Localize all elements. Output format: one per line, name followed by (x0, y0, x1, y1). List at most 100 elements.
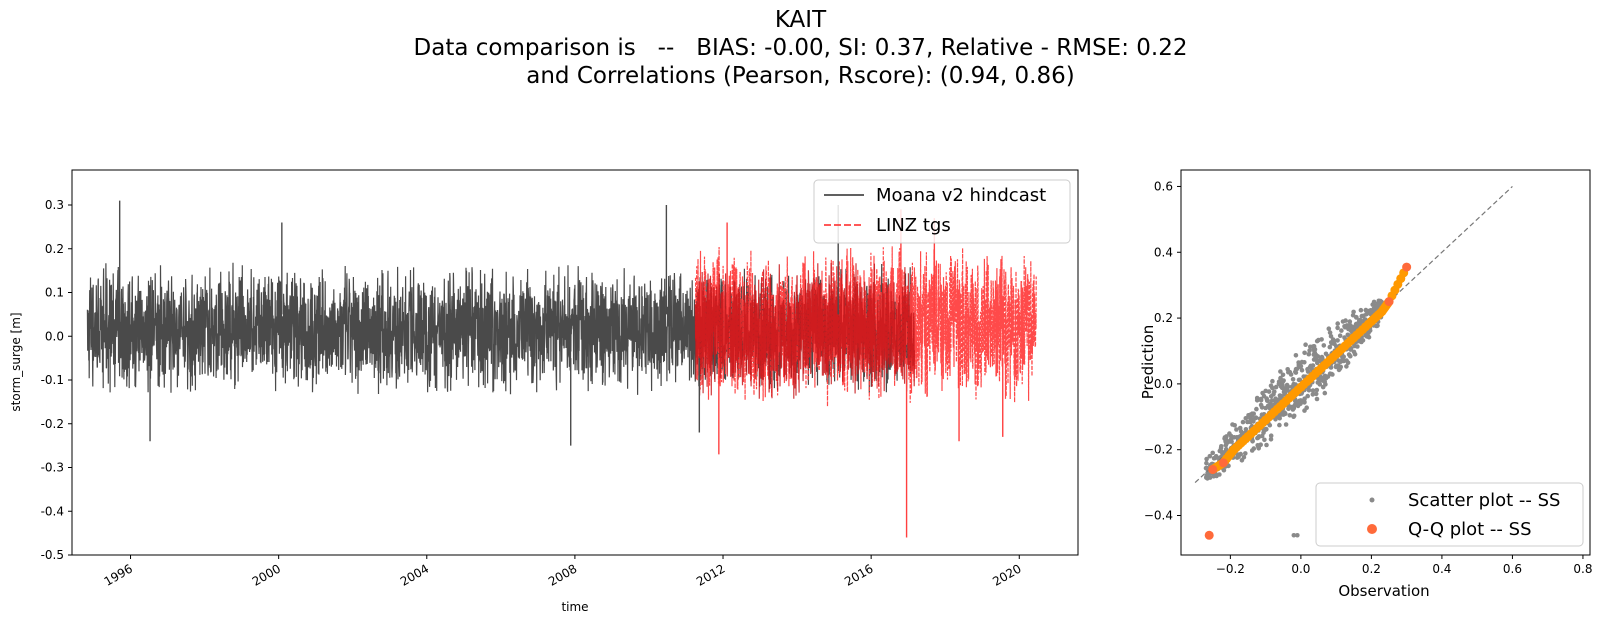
scatter-point (1303, 342, 1308, 348)
timeseries-data (86, 200, 1037, 538)
scatter-point (1279, 385, 1285, 391)
scatter-point (1259, 405, 1265, 410)
scatter-point (1335, 325, 1340, 331)
scatter-point (1270, 385, 1275, 391)
scatter-point (1204, 465, 1210, 471)
qq-point (1349, 333, 1359, 343)
y-tick-label: 0.0 (1154, 377, 1173, 391)
qq-point (1296, 382, 1306, 392)
scatter-y-label: Prediction (1139, 325, 1157, 400)
legend-marker-qq (1367, 524, 1377, 534)
scatter-point (1319, 337, 1324, 342)
scatter-point (1223, 446, 1229, 452)
scatter-point (1375, 301, 1381, 307)
scatter-point (1277, 393, 1283, 398)
scatter-point (1304, 405, 1309, 411)
scatter-point (1268, 437, 1274, 442)
series-overlap (694, 262, 915, 399)
scatter-point (1306, 387, 1312, 393)
scatter-point (1322, 379, 1327, 385)
qq-point (1278, 399, 1288, 409)
scatter-point (1211, 456, 1217, 461)
scatter-point (1210, 450, 1215, 456)
scatter-outlier (1295, 532, 1300, 538)
scatter-point (1327, 330, 1333, 335)
scatter-point (1219, 444, 1224, 449)
scatter-point (1243, 451, 1248, 456)
timeseries-x-ticks: 1996 2000 2004 2008 2012 2016 2020 (102, 555, 1024, 589)
qq-point (1243, 432, 1253, 442)
scatter-point (1245, 419, 1250, 425)
legend-label-qq: Q-Q plot -- SS (1408, 519, 1532, 540)
scatter-point (1336, 363, 1341, 368)
scatter-outlier (1291, 532, 1297, 538)
scatter-point (1298, 363, 1304, 369)
scatter-point (1270, 378, 1275, 384)
scatter-point (1364, 312, 1369, 317)
scatter-point (1323, 375, 1329, 381)
scatter-point (1322, 390, 1328, 396)
qq-point (1331, 349, 1341, 359)
legend-label-obs: LINZ tgs (876, 215, 951, 236)
legend-label-model: Moana v2 hindcast (876, 185, 1046, 206)
qq-point (1229, 445, 1239, 455)
scatter-point (1291, 414, 1296, 420)
scatter-point (1277, 415, 1282, 421)
scatter-point (1271, 392, 1276, 397)
scatter-point (1345, 360, 1351, 366)
scatter-point (1310, 392, 1316, 397)
scatter-point (1207, 453, 1213, 459)
scatter-point (1345, 332, 1351, 338)
scatter-point (1371, 299, 1377, 305)
scatter-point (1254, 406, 1259, 412)
scatter-plot: −0.4 −0.2 0.0 0.2 0.4 0.6 −0.2 0.0 0.2 0.4 0.6 0.8… (1139, 169, 1592, 600)
scatter-point (1312, 356, 1318, 361)
scatter-point (1369, 310, 1374, 315)
timeseries-y-ticks: -0.5 -0.4 -0.3 -0.2 -0.1 0.0 0.1 0.2 0.3 (41, 198, 72, 562)
x-tick-label: 2012 (694, 561, 727, 588)
scatter-frame (1180, 169, 1591, 556)
scatter-point (1273, 396, 1278, 402)
scatter-point (1269, 398, 1275, 403)
x-tick-label: 0.6 (1503, 562, 1522, 576)
scatter-point (1344, 364, 1349, 369)
scatter-point (1310, 388, 1316, 393)
y-tick-label: 0.3 (45, 198, 64, 212)
x-tick-label: 2008 (546, 561, 579, 588)
scatter-point (1347, 319, 1353, 324)
scatter-point (1256, 435, 1261, 440)
qq-point (1384, 297, 1394, 307)
scatter-point (1277, 422, 1282, 428)
scatter-point (1283, 386, 1288, 391)
scatter-point (1366, 334, 1372, 340)
y-tick-label: -0.2 (41, 417, 64, 431)
x-tick-label: 1996 (102, 561, 135, 588)
scatter-point (1204, 456, 1209, 462)
scatter-point (1238, 429, 1244, 434)
scatter-point (1287, 413, 1293, 418)
legend-marker-scatter (1369, 497, 1375, 503)
scatter-point (1283, 422, 1289, 427)
scatter-point (1251, 446, 1257, 451)
scatter-point (1256, 444, 1261, 449)
scatter-point (1234, 427, 1239, 432)
scatter-point (1323, 351, 1329, 357)
qq-point (1208, 464, 1218, 474)
qq-point (1366, 316, 1376, 326)
scatter-point (1289, 384, 1295, 390)
scatter-point (1346, 323, 1352, 328)
qq-point (1204, 530, 1214, 540)
scatter-point (1254, 398, 1260, 403)
title-line-2: Data comparison is -- BIAS: -0.00, SI: 0… (413, 35, 1188, 61)
y-tick-label: -0.4 (41, 504, 64, 518)
scatter-point (1358, 307, 1364, 313)
scatter-point (1227, 431, 1232, 436)
scatter-point (1293, 353, 1299, 358)
scatter-point (1352, 351, 1358, 357)
scatter-point (1315, 360, 1320, 366)
scatter-y-ticks: −0.4 −0.2 0.0 0.2 0.4 0.6 (1144, 179, 1181, 523)
scatter-point (1232, 435, 1237, 440)
title-line-3: and Correlations (Pearson, Rscore): (0.9… (526, 63, 1075, 89)
x-tick-label: 0.8 (1573, 562, 1592, 576)
scatter-point (1204, 460, 1209, 466)
